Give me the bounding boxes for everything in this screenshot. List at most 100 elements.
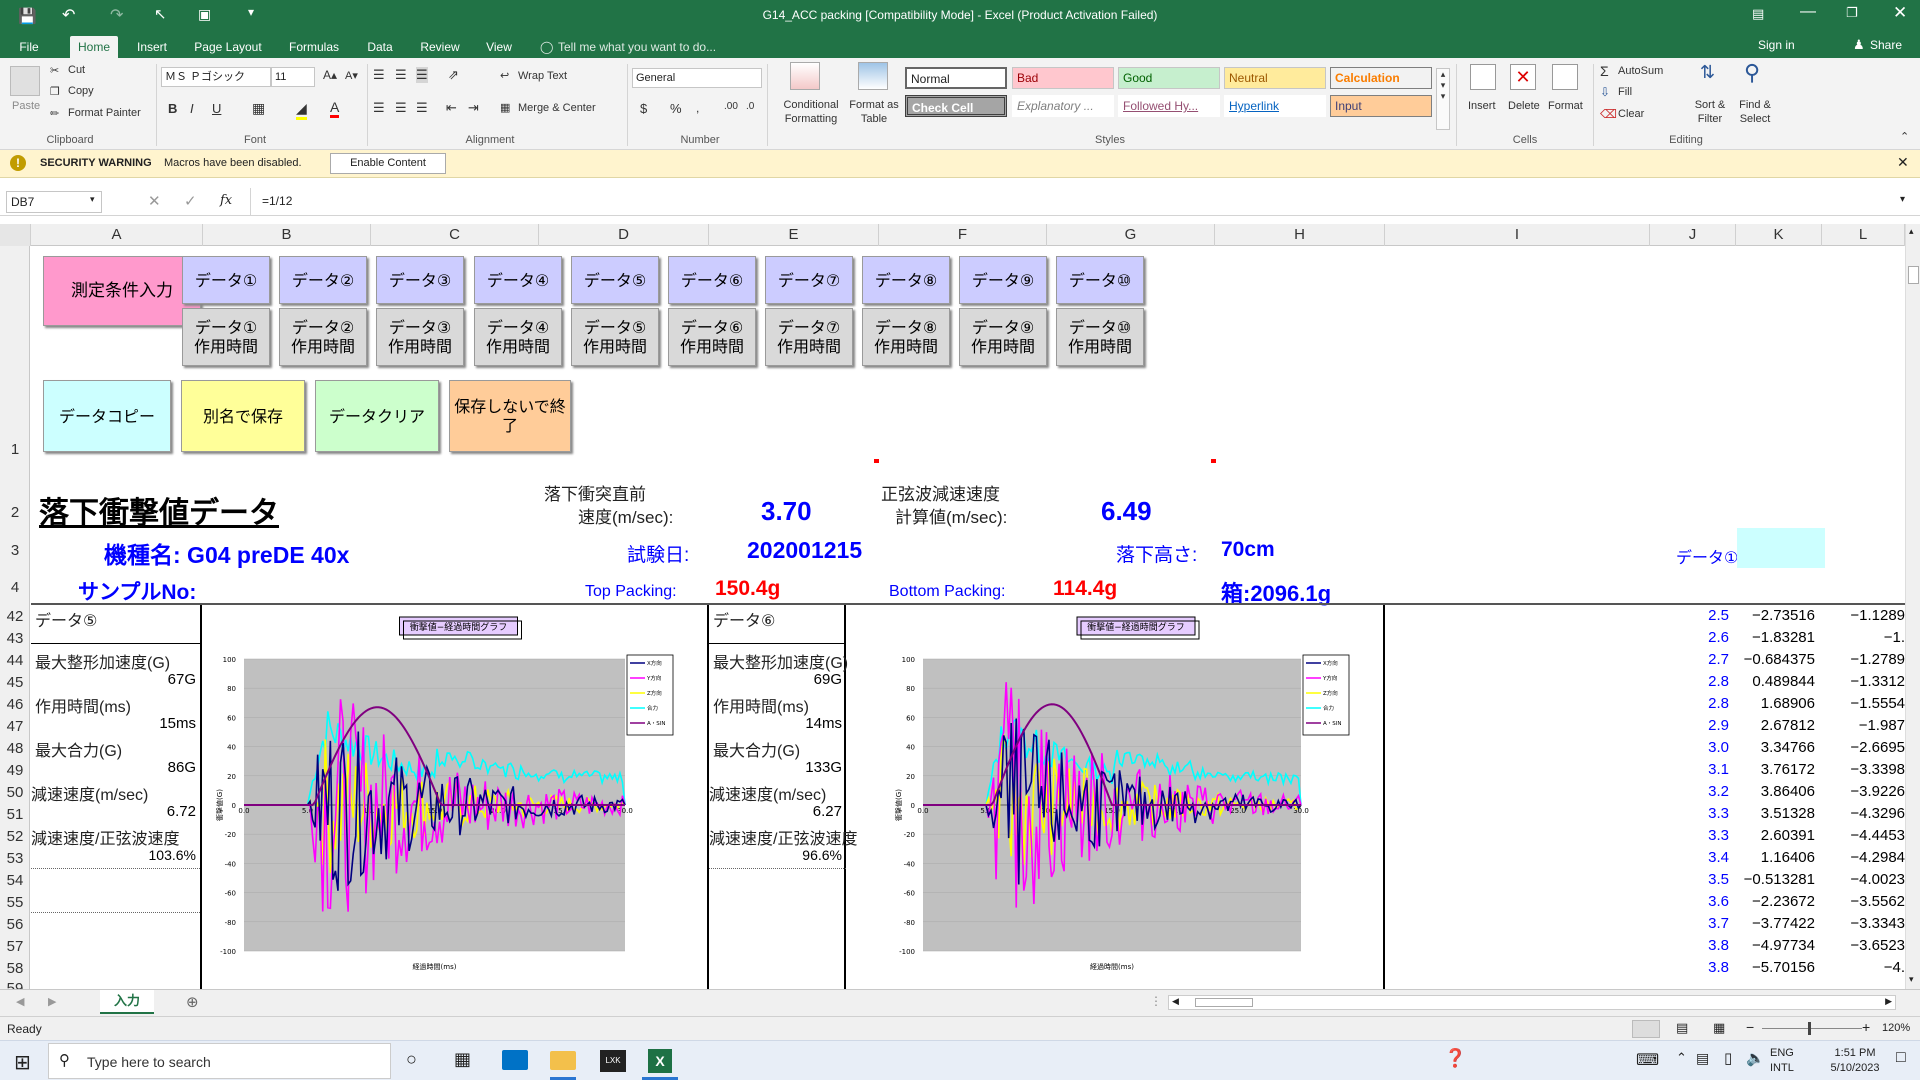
windows-start-icon[interactable]: ⊞ <box>14 1052 31 1074</box>
paste-button[interactable]: Paste <box>12 100 41 112</box>
row-header[interactable]: 53 <box>6 850 24 867</box>
pointer-icon[interactable]: ↖ <box>154 6 167 23</box>
undo-icon[interactable]: ↶ <box>62 7 76 24</box>
y-value-cell[interactable]: −3.3398 <box>1850 761 1905 778</box>
data-button-3[interactable]: データ③ <box>376 256 464 304</box>
scroll-down-icon[interactable]: ▾ <box>1909 974 1914 984</box>
autosum-button[interactable]: AutoSum <box>1618 65 1664 77</box>
x-value-cell[interactable]: 2.60391 <box>1760 827 1815 844</box>
data-button-5[interactable]: データ⑤ <box>571 256 659 304</box>
cancel-icon[interactable]: ✕ <box>148 193 161 210</box>
scroll-right-icon[interactable]: ▶ <box>1885 996 1892 1006</box>
restore-button[interactable]: ❐ <box>1846 5 1858 20</box>
tab-formulas[interactable]: Formulas <box>288 40 339 54</box>
x-value-cell[interactable]: 3.51328 <box>1760 805 1815 822</box>
fill-color-icon[interactable]: ◢ <box>296 100 307 120</box>
help-icon[interactable]: ❓ <box>1444 1048 1467 1068</box>
row-header[interactable]: 48 <box>6 740 24 757</box>
percent-icon[interactable]: % <box>670 101 682 116</box>
function-icon[interactable]: fx <box>220 193 233 208</box>
time-cell[interactable]: 3.3 <box>1708 805 1729 822</box>
style-normal[interactable]: Normal <box>905 67 1007 89</box>
styles-scroll[interactable]: ▴ ▾ ▾ <box>1436 68 1450 130</box>
mail-icon[interactable] <box>502 1050 528 1070</box>
tab-review[interactable]: Review <box>420 40 460 54</box>
cortana-icon[interactable]: ○ <box>406 1049 417 1069</box>
column-header-i[interactable]: I <box>1385 224 1650 246</box>
row-header[interactable]: 50 <box>6 784 24 801</box>
x-value-cell[interactable]: −2.23672 <box>1752 893 1815 910</box>
row-header[interactable]: 47 <box>6 718 24 735</box>
row-header[interactable]: 45 <box>6 674 24 691</box>
comma-icon[interactable]: , <box>696 101 700 115</box>
time-cell[interactable]: 2.8 <box>1708 695 1729 712</box>
action-time-button-5[interactable]: データ⑤ 作用時間 <box>571 308 659 366</box>
align-right-icon[interactable]: ☰ <box>416 100 428 115</box>
y-value-cell[interactable]: −4.3296 <box>1850 805 1905 822</box>
keyboard-icon[interactable]: ⌨ <box>1636 1052 1660 1069</box>
scroll-left-icon[interactable]: ◀ <box>1172 996 1179 1006</box>
row-header[interactable]: 3 <box>10 542 20 559</box>
time-cell[interactable]: 3.7 <box>1708 915 1729 932</box>
sign-in-link[interactable]: Sign in <box>1758 38 1795 52</box>
row-header[interactable]: 56 <box>6 916 24 933</box>
merge-center-button[interactable]: Merge & Center <box>518 102 596 114</box>
data-button-2[interactable]: データ② <box>279 256 367 304</box>
style-check-cell[interactable]: Check Cell <box>905 95 1007 117</box>
row-header[interactable]: 42 <box>6 608 24 625</box>
zoom-in-icon[interactable]: + <box>1862 1019 1871 1035</box>
clear-button[interactable]: Clear <box>1618 108 1645 120</box>
x-value-cell[interactable]: −2.73516 <box>1752 607 1815 624</box>
language-indicator[interactable]: ENG INTL <box>1770 1046 1794 1076</box>
x-value-cell[interactable]: −3.77422 <box>1752 915 1815 932</box>
x-value-cell[interactable]: −4.97734 <box>1752 937 1815 954</box>
align-center-icon[interactable]: ☰ <box>395 100 407 115</box>
task-view-icon[interactable]: ▦ <box>454 1049 472 1069</box>
row-header[interactable]: 59 <box>6 980 24 989</box>
y-value-cell[interactable]: −4. <box>1883 959 1905 976</box>
style-hyperlink[interactable]: Hyperlink <box>1224 95 1326 117</box>
horizontal-scrollbar[interactable]: ◀ ▶ <box>1168 995 1896 1010</box>
conditional-formatting-icon[interactable] <box>790 62 820 90</box>
clock[interactable]: 1:51 PM 5/10/2023 <box>1820 1046 1890 1076</box>
sheet-tab-input[interactable]: 入力 <box>100 990 154 1014</box>
data-button-8[interactable]: データ⑧ <box>862 256 950 304</box>
time-cell[interactable]: 3.2 <box>1708 783 1729 800</box>
battery-icon[interactable]: ▯ <box>1724 1050 1733 1067</box>
print-preview-icon[interactable]: ▣ <box>198 6 212 22</box>
y-value-cell[interactable]: −1.987 <box>1858 717 1905 734</box>
action-time-button-10[interactable]: データ⑩ 作用時間 <box>1056 308 1144 366</box>
x-value-cell[interactable]: 2.67812 <box>1760 717 1815 734</box>
scroll-up-icon[interactable]: ▴ <box>1909 226 1914 236</box>
format-cells-button[interactable]: Format <box>1548 100 1583 112</box>
zoom-slider-thumb[interactable] <box>1808 1022 1811 1035</box>
x-value-cell[interactable]: 3.76172 <box>1760 761 1815 778</box>
shrink-font-icon[interactable]: A▾ <box>345 70 358 82</box>
decrease-indent-icon[interactable]: ⇤ <box>446 100 457 115</box>
x-value-cell[interactable]: −0.513281 <box>1743 871 1815 888</box>
time-cell[interactable]: 3.5 <box>1708 871 1729 888</box>
y-value-cell[interactable]: −3.6523 <box>1850 937 1905 954</box>
tab-page-layout[interactable]: Page Layout <box>194 40 262 54</box>
tab-view[interactable]: View <box>486 40 512 54</box>
time-cell[interactable]: 3.1 <box>1708 761 1729 778</box>
y-value-cell[interactable]: −2.6695 <box>1850 739 1905 756</box>
x-value-cell[interactable]: 1.16406 <box>1760 849 1815 866</box>
y-value-cell[interactable]: −4.0023 <box>1850 871 1905 888</box>
insert-cells-button[interactable]: Insert <box>1468 100 1496 112</box>
customize-qat-icon[interactable]: ▾ <box>248 5 255 19</box>
tab-file[interactable]: File <box>19 40 39 54</box>
data-button-7[interactable]: データ⑦ <box>765 256 853 304</box>
style-calculation[interactable]: Calculation <box>1330 67 1432 89</box>
prev-sheet-icon[interactable]: ◀ <box>16 996 25 1008</box>
lxk-app-icon[interactable]: LXK <box>600 1050 626 1072</box>
x-value-cell[interactable]: 1.68906 <box>1760 695 1815 712</box>
row-header[interactable]: 46 <box>6 696 24 713</box>
time-cell[interactable]: 2.9 <box>1708 717 1729 734</box>
row-header[interactable]: 1 <box>10 441 20 458</box>
column-header-d[interactable]: D <box>539 224 709 246</box>
zoom-out-icon[interactable]: − <box>1746 1019 1755 1035</box>
row-header[interactable]: 44 <box>6 652 24 669</box>
expand-formula-icon[interactable]: ▾ <box>1900 194 1906 205</box>
grow-font-icon[interactable]: A▴ <box>323 68 338 82</box>
